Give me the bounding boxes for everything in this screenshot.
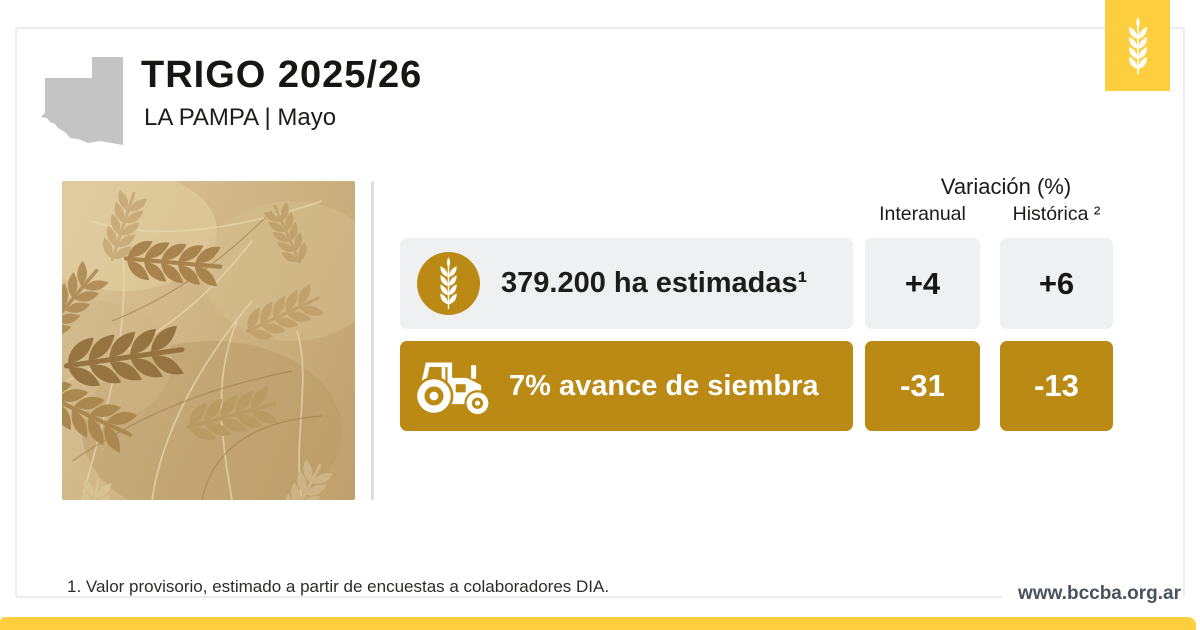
table-row-hectares: 379.200 ha estimadas¹ (400, 238, 853, 329)
page-title: TRIGO 2025/26 (141, 54, 423, 96)
wheat-photo-art (62, 181, 355, 500)
variation-header: Variación (%) (940, 174, 1072, 199)
page-subtitle: LA PAMPA | Mayo (144, 104, 337, 131)
vertical-divider (371, 181, 374, 500)
column-header-historica: Histórica ² (1012, 203, 1101, 225)
tractor-icon (414, 362, 491, 415)
wheat-photo (62, 181, 355, 500)
table-row-siembra: 7% avance de siembra (400, 341, 853, 431)
wheat-icon (440, 257, 457, 310)
hectares-label: 379.200 ha estimadas¹ (501, 267, 808, 299)
footnote-1: 1. Valor provisorio, estimado a partir d… (67, 577, 610, 596)
hectares-interanual-value: +4 (865, 238, 980, 329)
brand-bottom-bar (0, 617, 1196, 630)
la-pampa-map (41, 57, 123, 145)
siembra-label: 7% avance de siembra (509, 369, 819, 402)
footnotes: 1. Valor provisorio, estimado a partir d… (67, 522, 740, 630)
wheat-icon (1128, 16, 1147, 74)
column-header-interanual: Interanual (879, 203, 966, 225)
siembra-historica-value: -13 (1000, 341, 1113, 431)
website-link[interactable]: www.bccba.org.ar (1002, 581, 1183, 607)
hectares-historica-value: +6 (1000, 238, 1113, 329)
wheat-icon-badge (417, 252, 480, 315)
siembra-interanual-value: -31 (865, 341, 980, 431)
brand-corner (1105, 0, 1170, 91)
